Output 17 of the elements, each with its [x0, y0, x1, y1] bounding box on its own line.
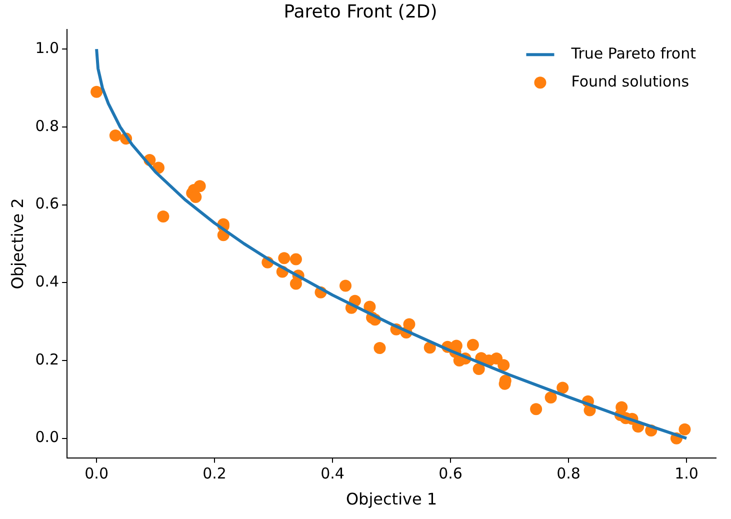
y-axis-title: Objective 2 — [8, 198, 27, 290]
legend-label: Found solutions — [571, 72, 690, 90]
y-tick-label: 0.4 — [35, 272, 60, 291]
x-tick-label: 0.0 — [84, 464, 108, 483]
x-tick-label: 0.4 — [320, 464, 344, 483]
x-tick-label: 0.2 — [202, 464, 226, 483]
x-axis-title: Objective 1 — [346, 490, 438, 509]
y-tick-label: 0.0 — [35, 428, 60, 446]
x-tick-label: 0.6 — [438, 464, 462, 483]
chart-title: Pareto Front (2D) — [284, 1, 438, 22]
legend-label: True Pareto front — [570, 44, 696, 62]
y-tick-label: 0.2 — [35, 350, 60, 368]
y-tick-label: 1.0 — [35, 38, 60, 57]
x-tick-label: 1.0 — [674, 464, 698, 483]
x-tick-label: 0.8 — [556, 464, 580, 483]
y-tick-label: 0.6 — [35, 194, 60, 213]
y-tick-label: 0.8 — [35, 116, 60, 135]
